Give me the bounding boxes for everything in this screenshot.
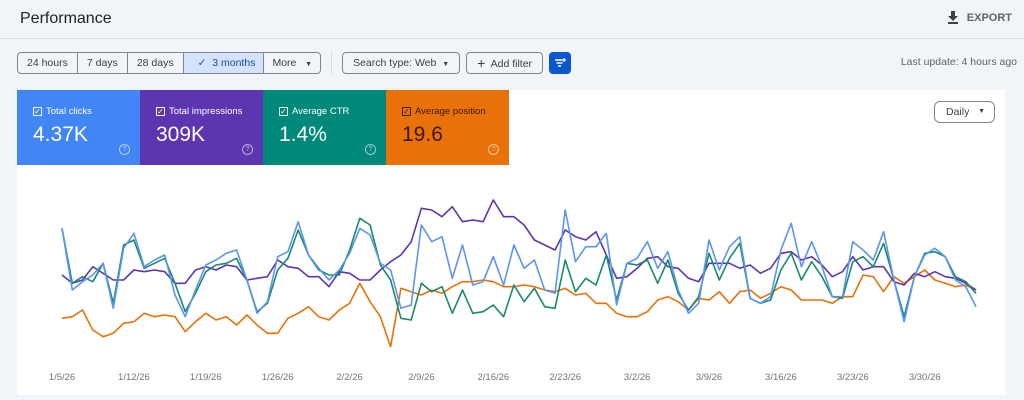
x-tick-label: 1/26/26 xyxy=(262,372,294,383)
export-label: EXPORT xyxy=(966,11,1012,24)
caret-down-icon: ▼ xyxy=(305,61,313,68)
range-3-months-label: 3 months xyxy=(212,57,256,69)
range-24-hours[interactable]: 24 hours xyxy=(18,53,78,73)
help-icon[interactable]: ? xyxy=(119,144,130,155)
range-28-days[interactable]: 28 days xyxy=(128,53,184,73)
divider xyxy=(331,51,333,75)
checkbox-icon[interactable]: ✓ xyxy=(156,107,165,116)
filter-settings-button[interactable] xyxy=(549,52,572,74)
performance-chart-card: ✓ Total clicks 4.37K ? ✓ Total impressions… xyxy=(17,90,1005,395)
granularity-label: Daily xyxy=(946,106,970,118)
x-tick-label: 1/19/26 xyxy=(190,372,222,383)
caret-down-icon: ▼ xyxy=(442,61,450,68)
x-tick-label: 3/2/26 xyxy=(624,372,650,383)
search-type-dropdown[interactable]: Search type: Web ▼ xyxy=(342,52,461,74)
x-tick-label: 2/23/26 xyxy=(549,372,581,383)
x-tick-label: 3/16/26 xyxy=(765,372,797,383)
x-tick-label: 2/16/26 xyxy=(477,372,509,383)
metric-total-clicks[interactable]: ✓ Total clicks 4.37K ? xyxy=(17,90,140,165)
add-filter-button[interactable]: + Add filter xyxy=(466,52,544,74)
metric-average-position[interactable]: ✓ Average position 19.6 ? xyxy=(386,90,509,165)
metric-value: 1.4% xyxy=(279,123,327,146)
metric-value: 4.37K xyxy=(33,123,88,146)
search-type-label: Search type: Web xyxy=(353,57,437,69)
check-icon: ✓ xyxy=(197,57,207,69)
series-line-total-impressions xyxy=(61,199,977,291)
series-line-total-clicks xyxy=(61,209,977,323)
checkbox-icon[interactable]: ✓ xyxy=(402,107,411,116)
help-icon[interactable]: ? xyxy=(242,144,253,155)
last-update-text: Last update: 4 hours ago xyxy=(900,56,1017,68)
x-tick-label: 1/5/26 xyxy=(49,372,75,383)
range-7-days[interactable]: 7 days xyxy=(78,53,128,73)
x-tick-label: 2/2/26 xyxy=(336,372,362,383)
x-tick-label: 1/12/26 xyxy=(118,372,150,383)
metric-label: Average position xyxy=(415,106,486,117)
plus-icon: + xyxy=(477,55,486,71)
metric-total-impressions[interactable]: ✓ Total impressions 309K ? xyxy=(140,90,263,165)
metric-label: Total impressions xyxy=(169,106,243,117)
filter-icon xyxy=(555,58,567,67)
series-line-average-position xyxy=(61,269,977,348)
metric-value: 19.6 xyxy=(402,123,443,146)
x-tick-label: 3/23/26 xyxy=(837,372,869,383)
range-3-months[interactable]: ✓ 3 months xyxy=(183,53,265,73)
filter-toolbar: 24 hours 7 days 28 days ✓ 3 months More … xyxy=(17,51,572,75)
metric-value: 309K xyxy=(156,123,206,146)
page-header: Performance EXPORT xyxy=(0,0,1024,39)
page-title: Performance xyxy=(20,10,112,27)
x-tick-label: 3/30/26 xyxy=(909,372,941,383)
export-button[interactable]: EXPORT xyxy=(947,11,1012,24)
metric-label: Average CTR xyxy=(292,106,350,117)
checkbox-icon[interactable]: ✓ xyxy=(33,107,42,116)
checkbox-icon[interactable]: ✓ xyxy=(279,107,288,116)
metric-average-ctr[interactable]: ✓ Average CTR 1.4% ? xyxy=(263,90,386,165)
metric-label: Total clicks xyxy=(46,106,92,117)
x-tick-label: 2/9/26 xyxy=(408,372,434,383)
help-icon[interactable]: ? xyxy=(365,144,376,155)
date-range-selector: 24 hours 7 days 28 days ✓ 3 months More … xyxy=(17,52,322,74)
range-more[interactable]: More ▼ xyxy=(264,53,320,73)
series-line-average-ctr xyxy=(61,217,977,321)
help-icon[interactable]: ? xyxy=(488,144,499,155)
x-tick-label: 3/9/26 xyxy=(696,372,722,383)
add-filter-label: Add filter xyxy=(490,58,533,70)
download-icon xyxy=(947,11,958,24)
caret-down-icon: ▼ xyxy=(978,108,985,115)
range-more-label: More xyxy=(272,57,297,69)
granularity-dropdown[interactable]: Daily ▼ xyxy=(934,101,995,123)
